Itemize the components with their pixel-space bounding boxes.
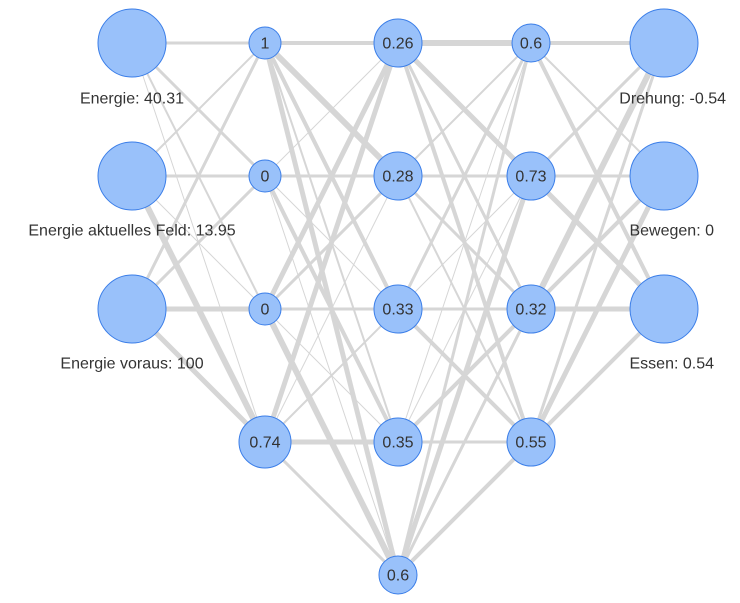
hidden3-node-0 (511, 23, 551, 63)
hidden2-node-2 (373, 284, 423, 334)
inputs-node-1 (97, 141, 167, 211)
connection-hidden2-1-hidden3-0 (397, 42, 532, 177)
hidden1-node-1-value: 0 (261, 169, 270, 186)
inputs-node-2 (97, 274, 167, 344)
hidden2-node-1 (373, 151, 423, 201)
connection-hidden3-2-outputs-0 (528, 41, 667, 311)
connection-inputs-2-hidden1-0 (130, 42, 267, 310)
output-label-bewegen: Bewegen: 0 (629, 223, 714, 240)
outputs-node-0 (629, 8, 699, 78)
hidden1-node-3-value: 0.74 (249, 435, 280, 452)
hidden1-node-1 (248, 159, 282, 193)
hidden3-node-2 (506, 284, 556, 334)
input-label-energie-voraus: Energie voraus: 100 (60, 356, 203, 373)
hidden2-node-3 (373, 417, 423, 467)
io-labels: Energie: 40.31 Energie aktuelles Feld: 1… (28, 91, 726, 373)
output-label-essen: Essen: 0.54 (630, 356, 715, 373)
hidden2-node-0 (373, 18, 423, 68)
hidden3-node-0-value: 0.6 (520, 36, 542, 53)
neurons: 1 0 0 0.74 0.26 0.28 0.33 0.35 0.6 0.6 0.73 0.32 0.5… (97, 8, 699, 595)
hidden2-node-3-value: 0.35 (382, 435, 413, 452)
connection-hidden3-3-outputs-1 (528, 174, 667, 444)
connection-hidden1-2-hidden2-0 (262, 41, 401, 311)
hidden3-node-1 (506, 151, 556, 201)
connection-hidden2-4-hidden3-3 (396, 440, 533, 577)
connection-hidden1-3-hidden2-0 (262, 42, 401, 443)
connection-hidden2-4-hidden3-0 (396, 42, 533, 576)
connection-hidden1-3-hidden2-1 (264, 175, 399, 443)
outputs-node-1 (629, 141, 699, 211)
connection-hidden1-3-hidden2-4 (263, 440, 400, 577)
hidden1-node-2 (248, 292, 282, 326)
input-label-energie-aktuelles-feld: Energie aktuelles Feld: 13.95 (28, 223, 235, 240)
hidden1-node-2-value: 0 (261, 302, 270, 319)
output-label-drehung: Drehung: -0.54 (619, 91, 726, 108)
hidden2-node-0-value: 0.26 (382, 36, 413, 53)
outputs-node-2 (629, 274, 699, 344)
input-label-energie: Energie: 40.31 (80, 91, 184, 108)
hidden3-node-3-value: 0.55 (515, 435, 546, 452)
hidden2-node-2-value: 0.33 (382, 302, 413, 319)
hidden3-node-1-value: 0.73 (515, 169, 546, 186)
connection-hidden2-4-hidden3-2 (396, 308, 533, 576)
inputs-node-0 (97, 8, 167, 78)
connection-hidden2-3-hidden3-0 (397, 42, 532, 443)
hidden2-node-1-value: 0.28 (382, 169, 413, 186)
connection-hidden1-3-hidden2-2 (264, 308, 399, 443)
connection-hidden1-1-hidden2-0 (264, 42, 399, 177)
connection-hidden3-3-outputs-0 (529, 42, 666, 443)
hidden1-node-3 (238, 415, 292, 469)
hidden1-node-0 (248, 26, 282, 60)
hidden2-node-4 (378, 555, 418, 595)
connection-hidden2-4-hidden3-1 (395, 175, 534, 576)
hidden2-node-4-value: 0.6 (387, 568, 409, 585)
hidden1-node-0-value: 1 (261, 36, 270, 53)
hidden3-node-3 (506, 417, 556, 467)
connection-hidden2-2-hidden3-0 (396, 42, 533, 310)
hidden3-node-2-value: 0.32 (515, 302, 546, 319)
